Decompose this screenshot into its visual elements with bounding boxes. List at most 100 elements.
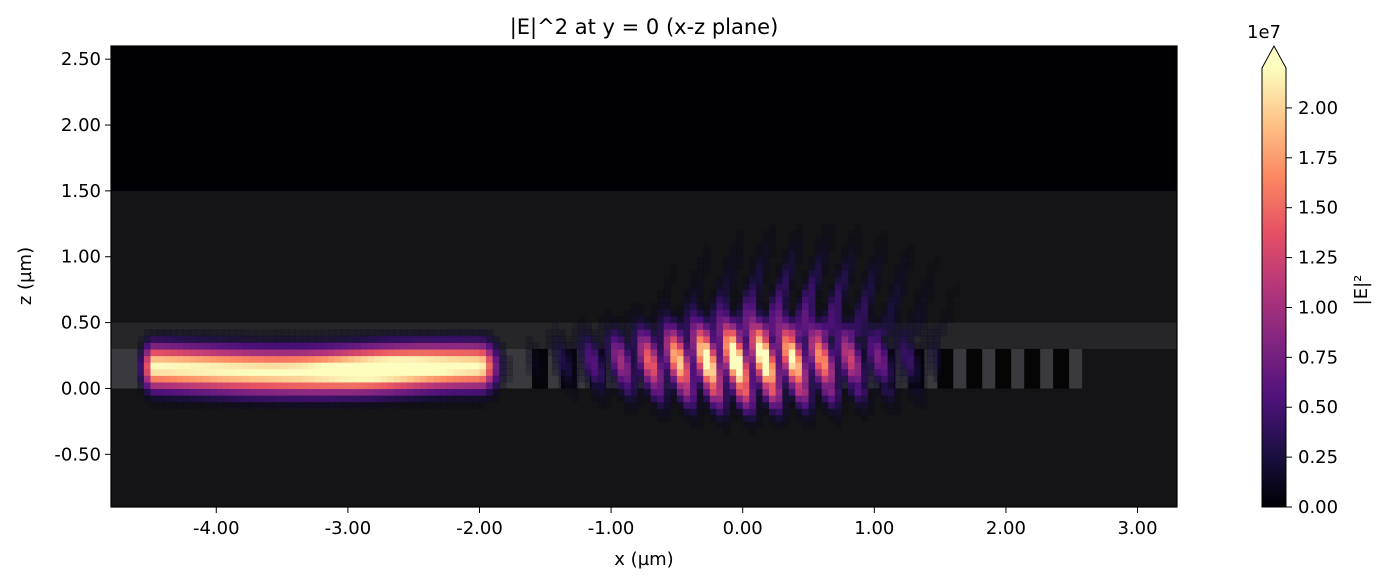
field-cell [847, 309, 856, 317]
field-cell [782, 381, 790, 390]
field-cell [361, 335, 369, 343]
field-cell [268, 362, 277, 370]
field-cell [644, 375, 652, 383]
field-cell [216, 335, 224, 343]
field-cell [393, 381, 402, 390]
field-cell [729, 401, 737, 409]
field-cell [709, 408, 717, 416]
field-cell [578, 329, 586, 337]
field-cell [808, 362, 816, 370]
field-cell [847, 381, 856, 390]
field-cell [676, 316, 685, 324]
plot-frame [110, 45, 1178, 508]
field-cell [716, 395, 724, 403]
field-cell [282, 401, 290, 409]
field-cell [170, 348, 178, 357]
field-cell [532, 375, 540, 383]
field-cell [163, 368, 171, 376]
field-cell [926, 296, 935, 304]
field-cell [479, 375, 487, 383]
field-cell [420, 342, 428, 350]
field-cell [650, 375, 658, 383]
field-cell [841, 256, 849, 264]
field-cell [630, 335, 639, 343]
field-cell [492, 355, 500, 363]
field-cell [696, 316, 704, 324]
field-cell [782, 329, 790, 337]
field-cell [749, 289, 757, 297]
field-cell [644, 381, 652, 390]
field-cell [841, 296, 849, 304]
field-cell [650, 342, 658, 350]
field-cell [657, 309, 665, 317]
x-tick-label: -1.00 [588, 518, 635, 539]
field-cell [894, 342, 902, 350]
field-cell [696, 381, 704, 390]
field-cell [578, 322, 586, 330]
field-cell [867, 348, 875, 357]
field-cell [650, 335, 658, 343]
field-cell [407, 375, 415, 383]
field-cell [847, 263, 856, 271]
field-cell [880, 362, 889, 370]
field-cell [736, 362, 744, 370]
field-cell [282, 362, 290, 370]
field-cell [716, 342, 724, 350]
field-cell [834, 263, 843, 271]
field-cell [367, 395, 375, 403]
field-cell [690, 289, 698, 297]
field-cell [341, 348, 349, 357]
field-cell [755, 316, 764, 324]
field-cell [769, 388, 777, 396]
field-cell [775, 348, 783, 357]
field-cell [854, 388, 862, 396]
field-cell [170, 388, 178, 396]
field-cell [597, 362, 606, 370]
grating-tooth [1011, 348, 1025, 389]
field-cell [801, 388, 810, 396]
field-cell [380, 335, 388, 343]
field-cell [683, 329, 691, 337]
field-cell [716, 421, 724, 429]
field-cell [670, 401, 678, 409]
field-cell [597, 355, 606, 363]
field-cell [255, 395, 263, 403]
field-cell [808, 269, 816, 278]
field-cell [380, 342, 388, 350]
field-cell [249, 375, 257, 383]
field-cell [275, 388, 283, 396]
field-cell [755, 276, 764, 284]
field-cell [722, 421, 731, 429]
field-cell [736, 335, 744, 343]
field-cell [314, 329, 323, 337]
colorbar-gradient [1262, 68, 1286, 507]
field-cell [584, 348, 592, 357]
field-cell [440, 355, 448, 363]
field-cell [788, 329, 796, 337]
field-cell [203, 335, 211, 343]
field-cell [834, 283, 843, 291]
field-cell [861, 401, 869, 409]
field-cell [591, 329, 599, 337]
field-cell [788, 283, 796, 291]
field-cell [558, 368, 566, 376]
field-cell [894, 263, 902, 271]
field-cell [690, 388, 698, 396]
field-cell [143, 388, 152, 396]
field-cell [867, 395, 875, 403]
field-cell [887, 322, 895, 330]
field-cell [946, 302, 954, 311]
field-cell [834, 335, 843, 343]
field-cell [755, 395, 764, 403]
field-cell [709, 388, 717, 396]
field-cell [926, 269, 935, 278]
field-cell [880, 322, 889, 330]
field-cell [361, 381, 369, 390]
field-cell [374, 348, 382, 357]
field-cell [775, 302, 783, 311]
field-cell [676, 375, 685, 383]
field-cell [683, 289, 691, 297]
field-cell [821, 362, 829, 370]
field-cell [716, 362, 724, 370]
field-cell [749, 375, 757, 383]
